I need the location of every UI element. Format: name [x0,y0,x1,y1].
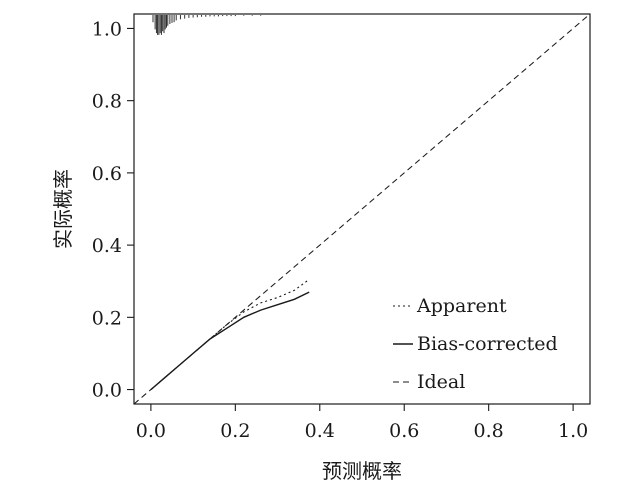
series-line-bias-corrected [150,291,310,391]
y-tick-label: 0.4 [92,235,122,257]
y-tick-label: 1.0 [92,18,122,40]
y-axis: 0.0 0.2 0.4 0.6 0.8 1.0 [92,18,134,402]
y-tick-label: 0.0 [92,380,122,402]
y-tick-label: 0.6 [92,163,122,185]
legend-label: Ideal [417,371,465,393]
x-tick-label: 1.0 [558,420,588,442]
x-axis-label: 预测概率 [322,459,402,483]
x-tick-label: 0.8 [474,420,504,442]
x-axis: 0.0 0.2 0.4 0.6 0.8 1.0 [136,404,588,442]
x-tick-label: 0.0 [136,420,166,442]
x-tick-label: 0.2 [220,420,250,442]
series-line-apparent [150,278,310,391]
x-tick-label: 0.6 [389,420,419,442]
y-tick-label: 0.8 [92,91,122,113]
legend-label: Bias-corrected [417,333,558,355]
y-tick-label: 0.2 [92,307,122,329]
legend: Apparent Bias-corrected Ideal [393,295,558,393]
plot-area [133,13,591,405]
series-line-ideal [133,13,591,405]
legend-label: Apparent [416,295,507,317]
x-tick-label: 0.4 [305,420,335,442]
plot-frame [133,13,591,405]
y-axis-label: 实际概率 [51,169,75,249]
